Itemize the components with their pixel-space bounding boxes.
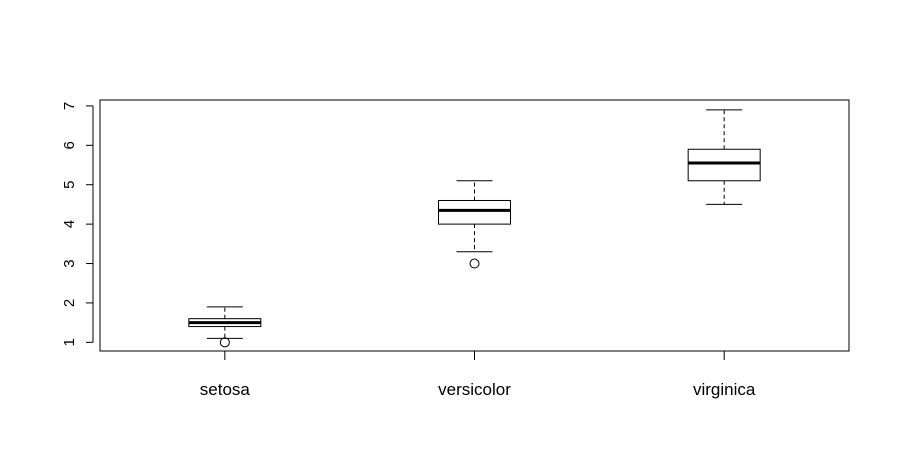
- iqr-box: [687, 148, 761, 182]
- x-tick-label: versicolor: [438, 380, 511, 399]
- y-tick-label: 2: [61, 299, 78, 307]
- box-series: [188, 109, 761, 348]
- box-versicolor: [438, 180, 511, 269]
- y-axis: 1 2 3 4 5 6 7: [61, 102, 94, 347]
- x-tick-label: virginica: [693, 380, 756, 399]
- outlier-point: [219, 337, 230, 348]
- iqr-box: [438, 199, 511, 225]
- x-axis: setosa versicolor virginica: [200, 351, 756, 399]
- box-virginica: [687, 109, 761, 205]
- y-tick-label: 6: [61, 141, 78, 149]
- outlier-point: [469, 258, 480, 269]
- y-tick-label: 1: [61, 338, 78, 346]
- x-tick-label: setosa: [200, 380, 251, 399]
- y-tick-label: 5: [61, 181, 78, 189]
- y-tick-label: 3: [61, 259, 78, 267]
- y-tick-label: 4: [61, 220, 78, 228]
- box-setosa: [188, 306, 262, 348]
- y-tick-label: 7: [61, 102, 78, 110]
